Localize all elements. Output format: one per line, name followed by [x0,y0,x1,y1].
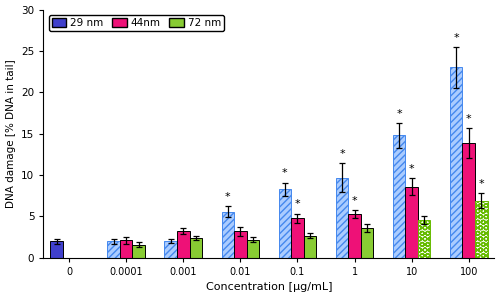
Text: *: * [339,148,345,159]
Text: *: * [282,168,288,179]
Y-axis label: DNA damage [% DNA in tail]: DNA damage [% DNA in tail] [6,59,16,208]
Text: *: * [352,196,358,206]
Bar [120,240,132,258]
Bar [475,201,488,258]
Bar [50,241,63,258]
Bar [462,143,475,258]
Legend: 29 nm, 44nm, 72 nm: 29 nm, 44nm, 72 nm [48,15,224,31]
Bar [393,135,406,258]
Text: *: * [454,33,459,43]
Bar [132,245,145,258]
Text: *: * [225,192,230,201]
Bar [234,231,246,258]
Bar [164,241,177,258]
Bar [406,187,418,258]
Bar [222,212,234,258]
Bar [418,220,430,258]
Text: *: * [396,109,402,119]
Bar [177,231,190,258]
Bar [304,235,316,258]
Bar [336,178,348,258]
Bar [361,228,374,258]
Bar [190,238,202,258]
X-axis label: Concentration [µg/mL]: Concentration [µg/mL] [206,283,332,292]
Bar [278,189,291,258]
Bar [108,241,120,258]
Bar [348,214,361,258]
Bar [450,67,462,258]
Text: *: * [294,199,300,209]
Text: *: * [409,164,414,174]
Text: *: * [478,179,484,189]
Bar [291,218,304,258]
Bar [246,240,259,258]
Text: *: * [466,114,471,124]
